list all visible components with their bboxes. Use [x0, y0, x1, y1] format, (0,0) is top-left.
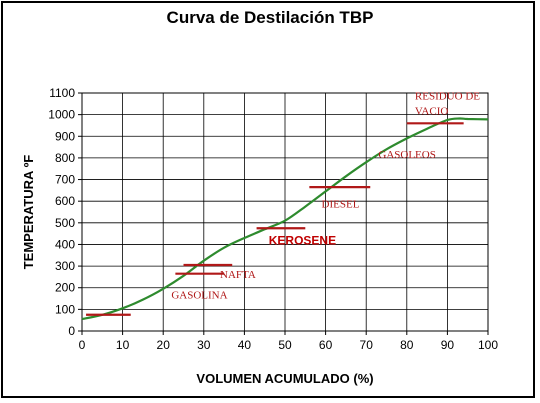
x-tick-label: 80: [400, 338, 414, 352]
fraction-label: NAFTA: [220, 269, 256, 281]
fraction-label: GASOLINA: [171, 290, 227, 302]
y-tick-label: 1100: [49, 86, 75, 100]
y-tick-label: 1000: [48, 108, 75, 122]
x-tick-label: 0: [79, 338, 86, 352]
y-tick-label: 700: [55, 173, 75, 187]
x-tick-label: 50: [278, 338, 292, 352]
y-tick-label: 0: [68, 324, 75, 338]
y-tick-label: 200: [55, 281, 75, 295]
x-tick-label: 20: [157, 338, 171, 352]
x-tick-label: 40: [238, 338, 252, 352]
x-tick-label: 60: [319, 338, 333, 352]
fraction-label: VACIO: [415, 106, 448, 118]
y-tick-label: 600: [55, 194, 75, 208]
y-tick-label: 500: [55, 216, 75, 230]
x-tick-label: 100: [478, 338, 498, 352]
fraction-label: DIESEL: [322, 199, 360, 211]
y-tick-label: 400: [55, 237, 75, 251]
x-tick-label: 90: [441, 338, 455, 352]
y-axis-label: TEMPERATURA ºF: [21, 155, 36, 270]
x-tick-label: 70: [360, 338, 374, 352]
y-tick-label: 800: [55, 151, 75, 165]
x-tick-label: 30: [197, 338, 211, 352]
fraction-label: GASOLEOS: [378, 149, 435, 161]
x-tick-label: 10: [116, 338, 130, 352]
chart-title: Curva de Destilación TBP: [166, 8, 374, 27]
fraction-label: RESIDUO DE: [415, 90, 480, 102]
y-tick-label: 900: [55, 129, 75, 143]
y-tick-label: 300: [55, 259, 75, 273]
x-axis-label: VOLUMEN ACUMULADO (%): [196, 371, 373, 386]
y-tick-label: 100: [55, 302, 75, 316]
fraction-label: KEROSENE: [269, 233, 336, 247]
